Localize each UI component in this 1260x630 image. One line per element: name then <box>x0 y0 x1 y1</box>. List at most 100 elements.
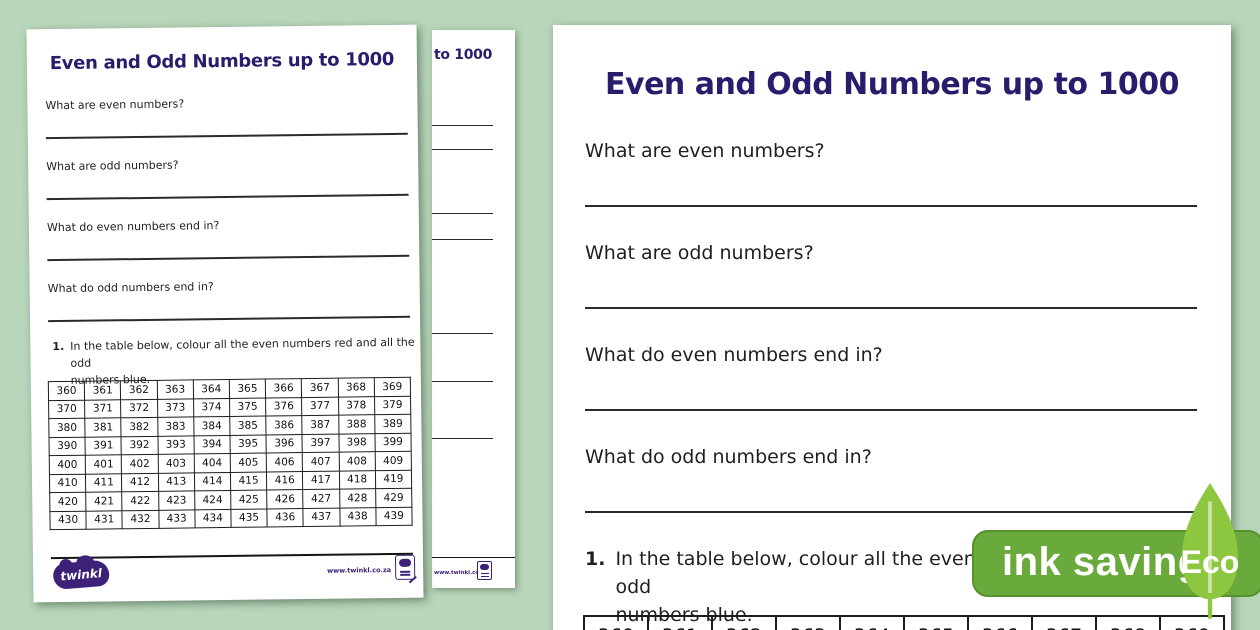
number-cell-385[interactable]: 385 <box>229 416 267 435</box>
number-cell-424[interactable]: 424 <box>194 490 231 510</box>
number-cell-362[interactable]: 362 <box>120 380 158 400</box>
number-cell-416[interactable]: 416 <box>266 471 303 491</box>
answer-line[interactable] <box>46 193 409 200</box>
number-cell-399[interactable]: 399 <box>374 432 412 452</box>
number-cell-369[interactable]: 369 <box>373 377 411 397</box>
answer-line-fragment <box>432 333 493 335</box>
answer-line[interactable] <box>45 132 408 139</box>
number-cell-382[interactable]: 382 <box>121 417 158 437</box>
number-cell-413[interactable]: 413 <box>158 472 195 492</box>
number-cell-387[interactable]: 387 <box>302 415 339 435</box>
number-cell-386[interactable]: 386 <box>265 415 303 435</box>
number-cell-363[interactable]: 363 <box>775 615 841 630</box>
number-cell-436[interactable]: 436 <box>267 508 304 527</box>
number-cell-363[interactable]: 363 <box>156 379 194 399</box>
number-cell-422[interactable]: 422 <box>122 491 159 511</box>
number-cell-431[interactable]: 431 <box>86 510 123 530</box>
number-cell-370[interactable]: 370 <box>48 399 85 419</box>
number-cell-380[interactable]: 380 <box>48 418 86 438</box>
number-cell-427[interactable]: 427 <box>302 489 340 509</box>
number-cell-438[interactable]: 438 <box>339 507 376 527</box>
number-cell-375[interactable]: 375 <box>229 397 266 417</box>
number-cell-398[interactable]: 398 <box>338 433 375 453</box>
number-cell-372[interactable]: 372 <box>120 398 158 418</box>
number-cell-434[interactable]: 434 <box>194 508 232 528</box>
number-cell-426[interactable]: 426 <box>266 489 304 509</box>
number-cell-367[interactable]: 367 <box>1031 615 1097 630</box>
number-cell-430[interactable]: 430 <box>49 510 87 530</box>
number-cell-367[interactable]: 367 <box>301 378 339 398</box>
number-cell-433[interactable]: 433 <box>158 509 195 529</box>
number-cell-365[interactable]: 365 <box>903 615 969 630</box>
number-cell-418[interactable]: 418 <box>338 470 376 490</box>
number-cell-368[interactable]: 368 <box>337 377 375 397</box>
number-cell-412[interactable]: 412 <box>121 472 159 492</box>
number-cell-432[interactable]: 432 <box>122 509 159 529</box>
number-cell-396[interactable]: 396 <box>266 434 303 454</box>
number-cell-376[interactable]: 376 <box>265 397 303 417</box>
number-cell-403[interactable]: 403 <box>157 453 195 473</box>
number-cell-374[interactable]: 374 <box>193 397 230 417</box>
number-cell-407[interactable]: 407 <box>302 452 339 472</box>
number-cell-409[interactable]: 409 <box>374 451 412 471</box>
number-cell-362[interactable]: 362 <box>711 615 777 630</box>
number-cell-414[interactable]: 414 <box>194 471 231 491</box>
answer-line[interactable] <box>585 205 1197 207</box>
answer-line[interactable] <box>48 315 411 322</box>
number-cell-391[interactable]: 391 <box>85 436 122 456</box>
number-cell-428[interactable]: 428 <box>339 488 376 508</box>
number-cell-400[interactable]: 400 <box>49 455 86 475</box>
answer-line[interactable] <box>585 511 1197 513</box>
number-cell-437[interactable]: 437 <box>303 507 340 527</box>
number-cell-408[interactable]: 408 <box>338 451 376 471</box>
number-cell-421[interactable]: 421 <box>85 491 123 511</box>
number-cell-435[interactable]: 435 <box>230 508 268 528</box>
answer-line[interactable] <box>585 409 1197 411</box>
number-cell-394[interactable]: 394 <box>193 434 231 454</box>
number-cell-378[interactable]: 378 <box>338 396 375 416</box>
number-cell-388[interactable]: 388 <box>338 414 375 434</box>
number-cell-425[interactable]: 425 <box>230 490 268 509</box>
number-cell-419[interactable]: 419 <box>375 469 412 489</box>
number-cell-393[interactable]: 393 <box>157 435 194 455</box>
number-cell-429[interactable]: 429 <box>375 488 412 508</box>
number-cell-389[interactable]: 389 <box>374 414 411 434</box>
number-cell-405[interactable]: 405 <box>230 453 267 472</box>
number-cell-404[interactable]: 404 <box>193 453 231 473</box>
number-cell-402[interactable]: 402 <box>121 454 159 474</box>
number-cell-410[interactable]: 410 <box>49 473 86 493</box>
number-cell-392[interactable]: 392 <box>121 435 158 455</box>
number-cell-383[interactable]: 383 <box>157 416 194 436</box>
number-cell-369[interactable]: 369 <box>1159 615 1225 630</box>
number-cell-377[interactable]: 377 <box>301 396 339 416</box>
number-cell-366[interactable]: 366 <box>265 378 302 398</box>
number-cell-371[interactable]: 371 <box>84 399 122 419</box>
number-cell-417[interactable]: 417 <box>302 470 340 490</box>
answer-line-fragment <box>432 381 493 383</box>
number-cell-401[interactable]: 401 <box>85 454 122 474</box>
number-cell-360[interactable]: 360 <box>48 381 85 401</box>
number-cell-373[interactable]: 373 <box>157 398 194 418</box>
number-cell-364[interactable]: 364 <box>193 379 230 399</box>
number-cell-406[interactable]: 406 <box>266 452 303 472</box>
number-cell-395[interactable]: 395 <box>229 434 267 454</box>
answer-line[interactable] <box>585 307 1197 309</box>
number-cell-379[interactable]: 379 <box>374 395 411 415</box>
number-cell-397[interactable]: 397 <box>302 433 339 453</box>
number-cell-390[interactable]: 390 <box>48 436 86 456</box>
number-cell-360[interactable]: 360 <box>583 615 649 630</box>
number-cell-361[interactable]: 361 <box>84 380 121 400</box>
number-cell-368[interactable]: 368 <box>1095 615 1161 630</box>
number-cell-384[interactable]: 384 <box>193 416 230 436</box>
number-cell-366[interactable]: 366 <box>967 615 1033 630</box>
number-cell-439[interactable]: 439 <box>375 506 413 526</box>
number-cell-420[interactable]: 420 <box>49 492 87 512</box>
number-cell-364[interactable]: 364 <box>839 615 905 630</box>
number-cell-361[interactable]: 361 <box>647 615 713 630</box>
number-cell-415[interactable]: 415 <box>230 471 267 491</box>
number-cell-365[interactable]: 365 <box>229 379 266 398</box>
number-cell-381[interactable]: 381 <box>84 417 122 437</box>
number-cell-423[interactable]: 423 <box>158 490 195 510</box>
number-cell-411[interactable]: 411 <box>85 473 123 493</box>
answer-line[interactable] <box>47 254 410 261</box>
